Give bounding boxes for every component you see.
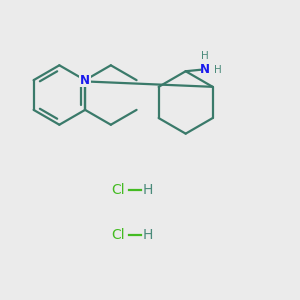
Text: H: H [142,228,153,242]
Text: H: H [201,51,209,62]
Text: H: H [214,65,222,75]
Text: Cl: Cl [111,228,125,242]
Text: Cl: Cl [111,183,125,197]
Text: N: N [80,74,90,87]
Text: N: N [200,63,210,76]
Text: H: H [142,183,153,197]
